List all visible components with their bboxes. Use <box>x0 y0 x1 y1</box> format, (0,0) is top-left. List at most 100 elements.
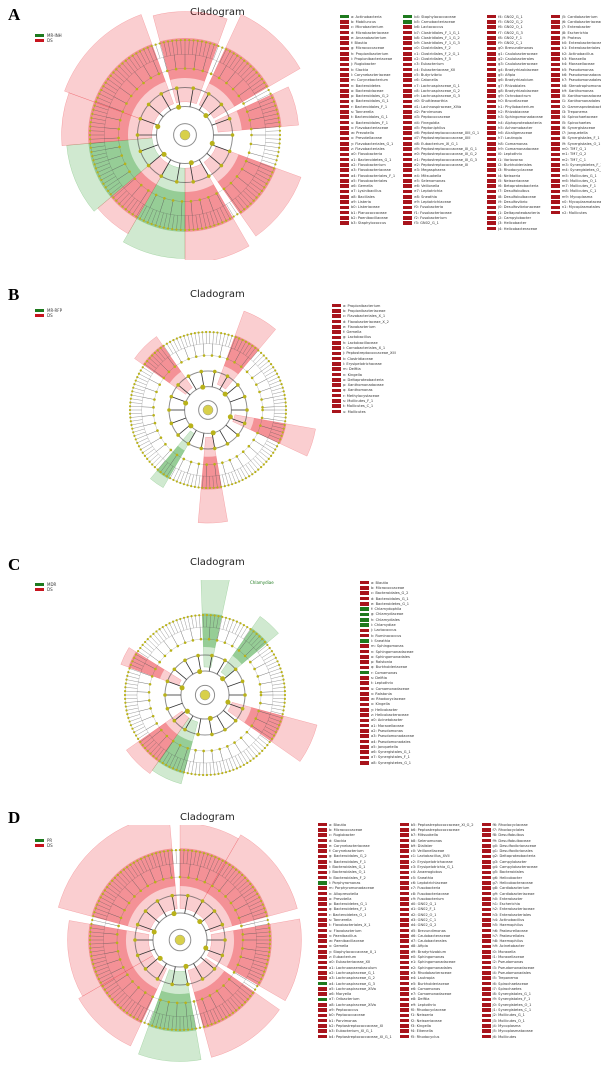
branch <box>260 163 274 169</box>
leaf-node <box>137 445 141 448</box>
internal-node <box>146 102 151 107</box>
taxon-label: d5: Brevundimonas <box>410 928 446 933</box>
branch <box>108 79 120 88</box>
legend-item: t: Mollicutes_C_1 <box>332 404 396 409</box>
leaf-node <box>205 41 208 44</box>
branch <box>237 340 243 351</box>
leaf-node <box>103 988 106 991</box>
legend-item: i4: Pseudomonadales <box>481 970 538 975</box>
taxon-label: j: Lactococcus <box>371 628 397 633</box>
branch <box>251 908 265 914</box>
branch <box>208 718 213 735</box>
legend-item: l6: Synergistaceae <box>550 125 601 130</box>
branch <box>100 976 113 983</box>
branch <box>252 179 265 188</box>
internal-node <box>242 102 245 105</box>
leaf-node <box>175 768 178 771</box>
branch <box>219 345 223 357</box>
leaf-node <box>231 1011 235 1014</box>
legend-item: y: Flavobacteriales_G_1 <box>340 141 395 146</box>
legend-item: h2: Enterobacteriaceae <box>481 907 538 912</box>
leaf-node <box>251 473 254 476</box>
legend-item: a3: Pseudomonadaceae <box>360 734 414 739</box>
legend-item: d8: Eubacterium_XI_G_1 <box>403 141 479 146</box>
branch <box>125 704 138 707</box>
leaf-node <box>162 41 165 44</box>
branch <box>226 71 236 84</box>
branch <box>270 383 282 389</box>
internal-node <box>135 87 139 91</box>
branch <box>142 446 153 453</box>
leaf-node <box>108 882 111 885</box>
branch <box>125 698 138 700</box>
phylum-node <box>179 685 185 691</box>
branch <box>195 615 197 628</box>
branch <box>189 88 194 108</box>
color-swatch <box>399 844 409 848</box>
internal-node <box>237 916 241 920</box>
legend-item: b9: Dialister <box>399 843 474 848</box>
color-swatch <box>399 865 409 869</box>
branch <box>228 335 233 347</box>
internal-node <box>186 982 190 987</box>
leaf-node <box>125 678 128 681</box>
branch <box>153 633 162 644</box>
legend-item: e3: Megasphaera <box>403 168 479 173</box>
taxon-label: n: Sphingomonadaceae <box>371 649 414 654</box>
branch <box>117 894 130 904</box>
legend-item: k6: Pseudomonadaceae <box>550 72 601 77</box>
color-swatch <box>487 51 497 56</box>
branch <box>198 475 201 488</box>
leaf-node <box>246 62 249 65</box>
branch <box>159 43 164 58</box>
internal-node <box>158 660 161 664</box>
legend-item: t: Bacteroidales_G_1 <box>340 115 395 120</box>
leaf-node <box>136 859 139 862</box>
branch <box>260 702 273 706</box>
branch <box>151 210 157 224</box>
leaf-node <box>283 690 287 693</box>
taxon-label: e9: Leptothrix <box>410 1002 436 1007</box>
branch <box>265 657 276 664</box>
branch <box>214 464 217 476</box>
internal-node <box>175 453 179 457</box>
leaf-node <box>103 889 106 892</box>
branch <box>273 422 285 426</box>
internal-node <box>189 460 193 464</box>
color-swatch <box>399 907 409 912</box>
color-swatch <box>360 676 369 680</box>
color-swatch <box>487 25 497 30</box>
color-swatch <box>487 57 497 61</box>
leaf-node <box>186 333 189 336</box>
leaf-node <box>151 354 154 357</box>
branch <box>212 332 214 344</box>
color-swatch <box>318 992 327 996</box>
leaf-node <box>255 71 258 74</box>
phylum-node <box>227 414 233 420</box>
taxon-label: c: Rugiobacter <box>329 833 355 838</box>
internal-node <box>236 383 240 387</box>
leaf-node <box>277 663 281 666</box>
leaf-node <box>254 470 257 474</box>
color-swatch <box>550 20 560 24</box>
color-swatch <box>360 755 369 760</box>
taxon-label: i: Carnobacteriales_X_1 <box>343 346 386 351</box>
internal-node <box>258 682 262 686</box>
taxon-label: a9: Peptococcus <box>329 1008 359 1013</box>
branch <box>156 444 166 452</box>
branch <box>94 912 108 917</box>
clade-highlight-inner <box>193 970 256 1029</box>
branch <box>90 126 105 128</box>
leaf-node <box>88 938 92 942</box>
internal-node <box>155 722 159 725</box>
color-swatch <box>399 886 409 890</box>
internal-node <box>241 933 245 936</box>
leaf-node <box>97 899 101 903</box>
color-swatch <box>332 404 341 409</box>
taxon-label: g7: Rhizobiales <box>498 83 526 88</box>
branch <box>180 759 185 772</box>
taxon-label: c5: Butyrivibrio <box>414 72 442 77</box>
branch <box>247 976 260 983</box>
legend-item: m1: TM7_G_2 <box>550 152 601 157</box>
clade-highlight <box>197 436 228 524</box>
